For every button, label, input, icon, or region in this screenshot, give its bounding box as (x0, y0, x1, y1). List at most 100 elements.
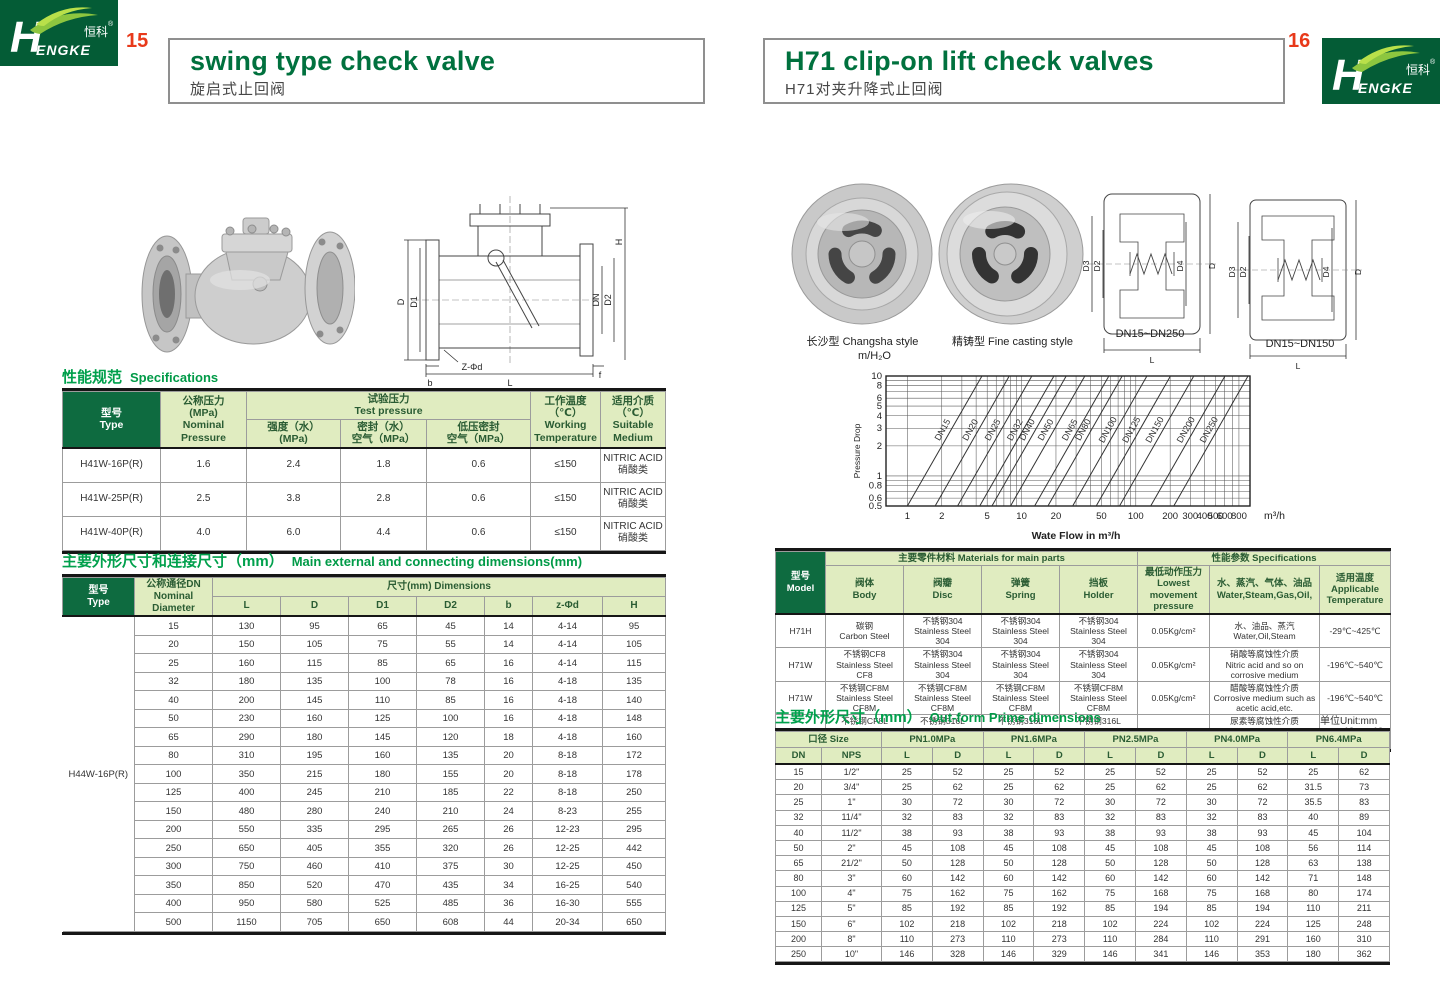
table-cell: 108 (1033, 839, 1086, 857)
table-cell: 146 (1084, 946, 1136, 963)
table-cell: 32 (881, 809, 933, 826)
table-cell: 3.8 (246, 481, 341, 517)
table-cell: 25 (775, 794, 822, 811)
table-cell: 65 (416, 653, 485, 673)
table-cell: 不锈钢CF8M Stainless Steel CF8M (903, 680, 982, 716)
col-header-D: D (1236, 747, 1289, 765)
table-cell: 442 (601, 838, 667, 858)
table-cell: 650 (601, 912, 667, 932)
col-header-D1: D1 (348, 596, 417, 618)
table-cell: 71 (1287, 870, 1340, 887)
dims-row: 150 480 280 240 210 24 8-23 255 (63, 801, 667, 821)
table-cell: 375 (416, 856, 485, 877)
section-title-en: Main external and connecting dimensions(… (291, 554, 583, 569)
outform-row: 50 2" 45 108 45 108 45 108 45 108 56 114 (775, 839, 1390, 857)
table-cell: H41W-40P(R) (62, 515, 161, 551)
y-tick-label: 3 (877, 423, 882, 434)
table-cell: 150 (134, 801, 213, 821)
table-cell: 72 (1033, 794, 1086, 811)
dn-line (1010, 375, 1086, 507)
table-cell: -196℃~540℃ (1319, 680, 1391, 716)
dim-label: D3 (1082, 260, 1091, 271)
table-cell: 21/2" (821, 855, 882, 872)
table-cell: 62 (1033, 779, 1086, 796)
table-cell: 142 (1134, 870, 1187, 887)
table-cell: 160 (348, 745, 417, 766)
table-cell: 162 (1033, 885, 1086, 902)
table-cell: 142 (1033, 870, 1086, 887)
table-cell: 12-23 (532, 819, 603, 840)
table-cell: 8-18 (532, 782, 603, 803)
table-cell: 435 (416, 875, 485, 895)
x-tick-label: 500 (1208, 511, 1224, 522)
table-cell: 750 (212, 856, 281, 877)
dn-line-label: DN25 (983, 417, 1003, 442)
table-cell: 353 (1236, 946, 1289, 963)
table-cell: 20-34 (532, 912, 603, 932)
table-cell: 410 (348, 856, 417, 877)
table-cell: 34 (484, 875, 533, 895)
section-title-cn: 性能规范 (62, 369, 123, 386)
table-cell: 1150 (212, 912, 281, 932)
page-number-right: 16 (1288, 30, 1311, 52)
dim-label: f (599, 370, 602, 380)
table-cell: 85 (416, 690, 485, 710)
table-cell: 62 (931, 779, 984, 796)
outform-row: 125 5" 85 192 85 192 85 194 85 194 110 211 (775, 900, 1390, 917)
table-cell: 32 (1185, 809, 1238, 826)
table-cell: 250 (601, 782, 667, 803)
table-cell: 6.0 (246, 515, 341, 551)
outform-row: 150 6" 102 218 102 218 102 224 102 224 125 248 (775, 915, 1390, 933)
table-cell: 284 (1134, 931, 1187, 948)
dim-label: D (1207, 263, 1217, 269)
dim-label: b (427, 378, 432, 388)
table-cell: ≤150 (530, 481, 602, 517)
col-header-applicable-temp: 适用温度 Applicable Temperature (1319, 565, 1391, 616)
table-cell: 93 (1236, 824, 1289, 841)
table-cell: 0.6 (425, 447, 532, 483)
col-header-pn-group: PN2.5MPa (1084, 731, 1187, 748)
table-cell: 850 (212, 875, 281, 895)
table-cell: 25 (881, 763, 933, 781)
table-cell: 525 (348, 893, 417, 914)
table-cell: 38 (881, 824, 933, 841)
table-cell: 20 (484, 764, 533, 784)
table-cell: ≤150 (530, 447, 602, 483)
dims-row: 25 160 115 85 65 16 4-14 115 (63, 653, 667, 673)
table-cell: H41W-25P(R) (62, 481, 161, 517)
col-header-disc: 阀瓣 Disc (903, 565, 982, 616)
table-cell: 140 (601, 690, 667, 710)
x-tick-label: 200 (1162, 511, 1178, 522)
table-cell: 248 (1338, 915, 1390, 933)
col-header-nps: NPS (821, 747, 882, 765)
table-cell: 194 (1134, 900, 1187, 917)
table-cell: 174 (1338, 885, 1390, 902)
caption-dn-range-2: DN15~DN150 (1265, 338, 1335, 350)
col-header-type: 型号 Type (62, 391, 161, 449)
table-cell: 30 (982, 794, 1035, 811)
outform-row: 65 21/2" 50 128 50 128 50 128 50 128 63 138 (775, 855, 1390, 872)
wafer-valve-drawing-2: D3 D2 D4 D L (1227, 188, 1368, 378)
table-cell: 1" (821, 794, 882, 811)
col-header-model: 型号 Model (775, 551, 826, 616)
materials-table: 型号 Model 主要零件材料 Materials for main parts… (775, 548, 1391, 752)
table-cell: 550 (212, 819, 281, 840)
col-header-dimensions: 尺寸(mm) Dimensions (211, 576, 667, 598)
dn-line-label: DN100 (1097, 415, 1119, 444)
table-cell: 水、油品、蒸汽 Water,Oil,Steam (1209, 613, 1320, 649)
table-cell: 16 (484, 708, 533, 729)
table-cell: 0.05Kg/cm² (1137, 647, 1210, 682)
dim-label: L (1296, 361, 1301, 371)
table-cell: 250 (134, 838, 213, 858)
table-cell: 110 (348, 690, 417, 710)
dn-line (1047, 375, 1123, 507)
col-header-D2: D2 (416, 596, 485, 618)
table-cell: 52 (1236, 763, 1289, 781)
brand-logo-right: H ENGKE 恒科 ® (1322, 38, 1440, 104)
table-cell: 160 (1287, 931, 1340, 948)
table-cell: 62 (1134, 779, 1187, 796)
table-cell: 78 (416, 671, 485, 692)
table-cell: 80 (1287, 885, 1340, 902)
table-cell: 45 (881, 839, 933, 857)
table-cell: 148 (1338, 870, 1390, 887)
